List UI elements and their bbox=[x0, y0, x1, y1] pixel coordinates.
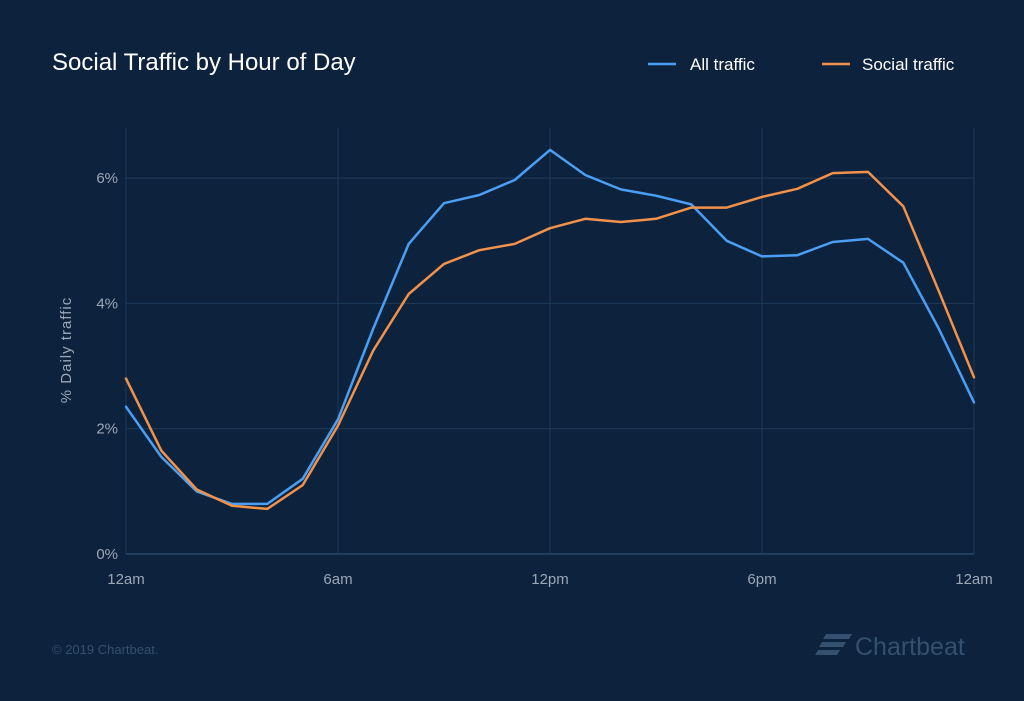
y-axis-label: % Daily traffic bbox=[58, 297, 75, 403]
x-tick-label: 6am bbox=[323, 571, 352, 588]
x-tick-label: 6pm bbox=[747, 571, 776, 588]
series-line-all-traffic bbox=[124, 148, 976, 506]
legend: All traffic Social traffic bbox=[648, 55, 955, 74]
y-tick-label: 4% bbox=[96, 295, 118, 312]
brand-name: Chartbeat bbox=[855, 633, 965, 661]
legend-label-all-traffic: All traffic bbox=[690, 55, 755, 74]
series-line-social-traffic bbox=[124, 170, 976, 511]
x-tick-label: 12am bbox=[955, 571, 993, 588]
legend-label-social-traffic: Social traffic bbox=[862, 55, 955, 74]
series bbox=[124, 148, 976, 511]
chart-title: Social Traffic by Hour of Day bbox=[52, 49, 356, 76]
copyright-text: © 2019 Chartbeat. bbox=[52, 642, 158, 657]
x-tick-label: 12pm bbox=[531, 571, 569, 588]
y-tick-label: 2% bbox=[96, 421, 118, 438]
chartbeat-logo-icon bbox=[815, 634, 852, 655]
ticks: 12am 6am 12pm 6pm 12am 0% 2% 4% 6% bbox=[96, 170, 992, 588]
y-tick-label: 0% bbox=[96, 546, 118, 563]
x-tick-label: 12am bbox=[107, 571, 145, 588]
y-tick-label: 6% bbox=[96, 170, 118, 187]
grid bbox=[125, 128, 975, 555]
